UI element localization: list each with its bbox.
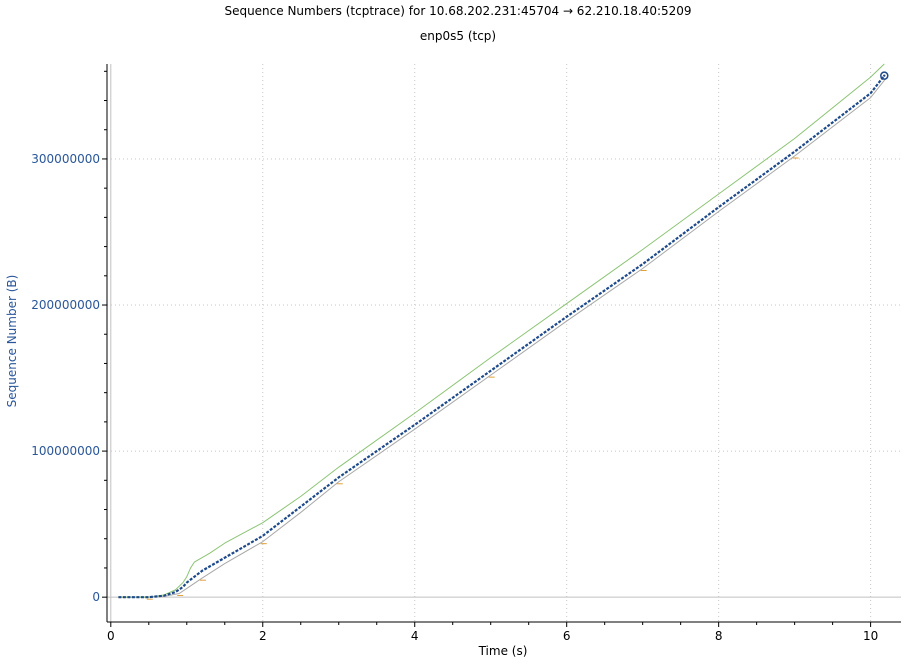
x-axis-label: Time (s) — [478, 644, 528, 658]
x-tick-label: 6 — [563, 629, 571, 643]
y-tick-label: 200000000 — [31, 298, 100, 312]
x-tick-label: 8 — [715, 629, 723, 643]
x-tick-label: 10 — [863, 629, 878, 643]
x-tick-label: 4 — [411, 629, 419, 643]
y-tick-label: 0 — [92, 590, 100, 604]
x-tick-label: 2 — [259, 629, 267, 643]
chart-subtitle: enp0s5 (tcp) — [419, 29, 497, 43]
sequence-end-marker[interactable] — [880, 71, 889, 80]
sequence-end-dot — [883, 74, 886, 77]
window-series-line — [118, 63, 885, 598]
sequence-series-line — [118, 75, 886, 599]
chart-title: Sequence Numbers (tcptrace) for 10.68.20… — [224, 4, 692, 18]
ack-series-line — [118, 78, 887, 598]
x-tick-label: 0 — [107, 629, 115, 643]
y-tick-label: 100000000 — [31, 444, 100, 458]
y-tick-label: 300000000 — [31, 152, 100, 166]
